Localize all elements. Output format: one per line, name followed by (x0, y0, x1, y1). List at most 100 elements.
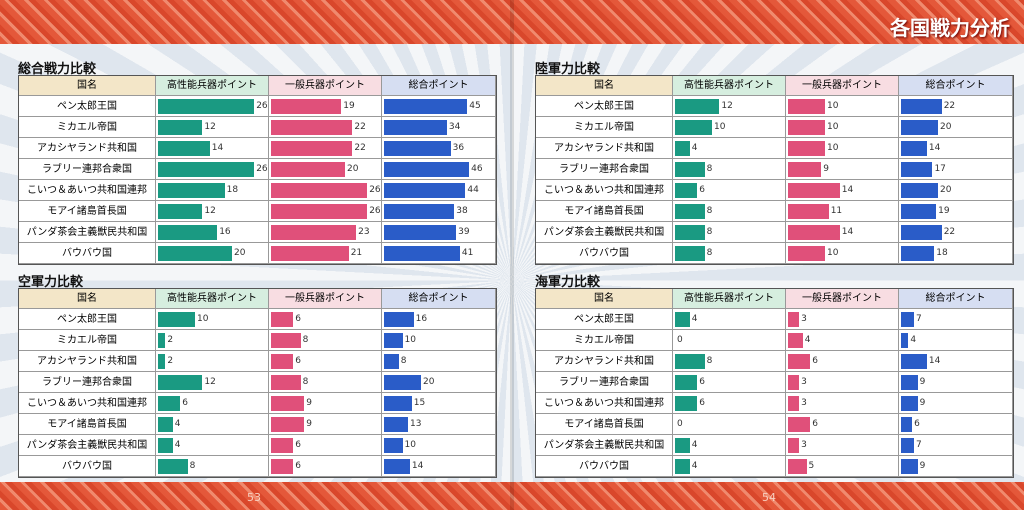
value-cell: 3 (786, 309, 899, 330)
bar (788, 204, 829, 219)
value-label: 6 (699, 185, 705, 195)
value-cell: 12 (673, 96, 786, 117)
bar (901, 396, 918, 411)
bar (271, 312, 294, 327)
value-label: 10 (827, 101, 839, 111)
value-cell: 10 (156, 309, 269, 330)
value-label: 34 (448, 122, 461, 132)
value-label: 7 (915, 314, 922, 324)
value-label: 26 (369, 185, 381, 195)
bar (901, 333, 909, 348)
bar (788, 396, 800, 411)
country-name: バウバウ国 (19, 456, 156, 477)
bar (384, 417, 409, 432)
bar (384, 312, 414, 327)
country-name: アカシヤランド共和国 (19, 351, 156, 372)
bar (675, 375, 698, 390)
value-cell: 22 (269, 117, 382, 138)
table: 国名 高性能兵器ポイント 一般兵器ポイント 総合ポイント ペン太郎王国 4 3 7 ミカエル帝国… (535, 288, 1014, 478)
bar (675, 354, 705, 369)
value-cell: 7 (899, 435, 1013, 456)
country-name: モアイ諸島首長国 (19, 414, 156, 435)
value-cell: 36 (382, 138, 496, 159)
column-header: 一般兵器ポイント (269, 76, 382, 96)
bar (384, 120, 447, 135)
country-name: アカシヤランド共和国 (19, 138, 156, 159)
country-name: ラブリー連邦合衆国 (536, 159, 673, 180)
value-cell: 26 (156, 96, 269, 117)
value-cell: 16 (382, 309, 496, 330)
country-name: モアイ諸島首長国 (536, 201, 673, 222)
value-cell: 22 (899, 96, 1013, 117)
value-cell: 6 (269, 351, 382, 372)
value-cell: 26 (269, 201, 382, 222)
bar (901, 438, 914, 453)
value-label: 3 (801, 377, 807, 387)
value-label: 14 (928, 356, 941, 366)
value-label: 26 (256, 164, 268, 174)
country-name: パンダ茶会主義獣民共和国 (536, 222, 673, 243)
bar (788, 417, 811, 432)
bar (158, 417, 173, 432)
column-header: 高性能兵器ポイント (156, 289, 269, 309)
bar (788, 225, 840, 240)
value-cell: 3 (786, 435, 899, 456)
value-label: 6 (699, 377, 705, 387)
column-header: 総合ポイント (899, 76, 1013, 96)
bar (901, 99, 942, 114)
column-header: 総合ポイント (899, 289, 1013, 309)
country-name: ラブリー連邦合衆国 (19, 159, 156, 180)
value-cell: 20 (156, 243, 269, 264)
value-cell: 18 (156, 180, 269, 201)
value-label: 19 (938, 206, 950, 216)
value-cell: 9 (899, 456, 1013, 477)
value-label: 14 (928, 143, 941, 153)
bar (675, 459, 690, 474)
value-cell: 14 (156, 138, 269, 159)
value-label: 6 (812, 356, 818, 366)
value-label: 3 (801, 440, 807, 450)
bar (675, 438, 690, 453)
bar (901, 246, 935, 261)
value-cell: 13 (382, 414, 496, 435)
value-label: 4 (691, 461, 698, 471)
bar (901, 162, 933, 177)
value-label: 6 (812, 419, 818, 429)
bar (901, 141, 927, 156)
value-label: 23 (358, 227, 370, 237)
value-cell: 5 (786, 456, 899, 477)
bar (788, 438, 800, 453)
value-cell: 26 (156, 159, 269, 180)
bar (901, 225, 942, 240)
column-header: 一般兵器ポイント (786, 289, 899, 309)
value-cell: 14 (899, 138, 1013, 159)
bar (271, 183, 368, 198)
bar (675, 246, 705, 261)
value-cell: 8 (156, 456, 269, 477)
page-number: 54 (762, 491, 776, 504)
value-label: 14 (411, 461, 424, 471)
bar (675, 312, 690, 327)
value-label: 11 (830, 206, 843, 216)
value-cell: 6 (673, 180, 786, 201)
bar (788, 354, 811, 369)
value-label: 45 (469, 101, 481, 111)
bar (788, 333, 803, 348)
column-header: 高性能兵器ポイント (156, 76, 269, 96)
value-label: 4 (804, 335, 811, 345)
table-title: 海軍力比較 (535, 275, 601, 290)
value-label: 12 (204, 122, 216, 132)
bar (158, 438, 173, 453)
value-cell: 38 (382, 201, 496, 222)
country-name: ミカエル帝国 (536, 330, 673, 351)
value-label: 18 (936, 248, 948, 258)
bar (158, 396, 181, 411)
value-cell: 20 (899, 117, 1013, 138)
bar (675, 99, 720, 114)
value-cell: 4 (786, 330, 899, 351)
bar (384, 438, 403, 453)
value-label: 10 (404, 440, 416, 450)
value-cell: 2 (156, 330, 269, 351)
value-cell: 8 (673, 159, 786, 180)
country-name: こいつ＆あいつ共和国連邦 (19, 180, 156, 201)
